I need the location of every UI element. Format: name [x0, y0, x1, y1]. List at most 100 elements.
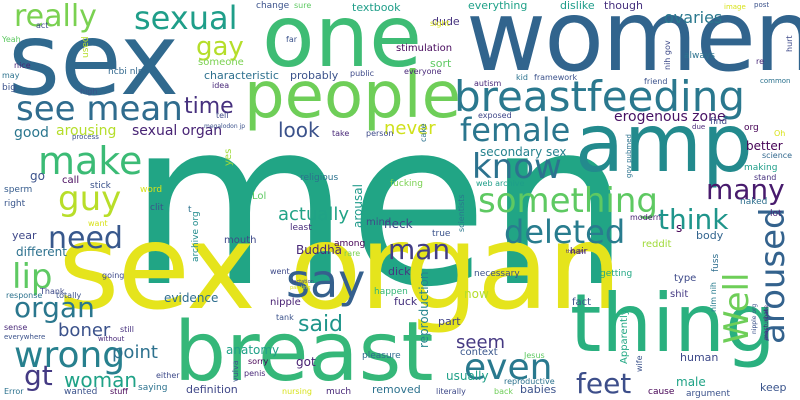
- word-never: never: [384, 118, 436, 139]
- word-wanted: wanted: [64, 387, 98, 397]
- word-without: without: [98, 335, 125, 343]
- word-reproductive: reproductive: [504, 377, 555, 386]
- word-error: Error: [4, 387, 24, 396]
- word-actually: actually: [278, 204, 350, 225]
- word-person: person: [366, 129, 394, 138]
- word-exposed: exposed: [478, 111, 512, 120]
- word-arousal: arousal: [351, 184, 365, 228]
- word-one: one: [262, 0, 423, 87]
- word-yeah: Yeah: [2, 35, 21, 44]
- word-probably: probably: [290, 69, 339, 82]
- word-now: now: [464, 287, 489, 301]
- word-know: know: [472, 147, 562, 187]
- word-lip: lip: [12, 257, 53, 297]
- word-sense: sense: [4, 323, 28, 332]
- word-tell: tell: [216, 111, 229, 120]
- word-least: least: [290, 223, 312, 233]
- word-fucking: fucking: [390, 179, 423, 189]
- word-necessary: necessary: [474, 269, 520, 279]
- word-women: women: [466, 0, 800, 94]
- word-painting: painting: [290, 285, 311, 291]
- word-look: look: [278, 118, 320, 142]
- word-either: either: [156, 371, 180, 380]
- word-boner: boner: [58, 320, 111, 341]
- word-though: though: [604, 0, 643, 12]
- word-common: common: [760, 77, 791, 85]
- word-seem: seem: [456, 332, 506, 353]
- word-image: image: [724, 3, 746, 11]
- word-sight: sight: [430, 19, 450, 28]
- word-evidence: evidence: [164, 291, 219, 305]
- word-feet: feet: [576, 367, 632, 400]
- word-getting: getting: [600, 269, 633, 279]
- word-textbook: textbook: [352, 1, 401, 14]
- word-man: man: [388, 233, 451, 266]
- word-naked: naked: [740, 197, 768, 207]
- word-archive-org: archive org: [191, 211, 201, 262]
- word-hurt: hurt: [785, 35, 794, 52]
- word-big: big: [2, 83, 16, 93]
- word-framework: framework: [534, 73, 578, 82]
- word-saying: saying: [138, 383, 168, 393]
- word-back: back: [494, 387, 514, 396]
- word-organ: organ: [14, 291, 95, 324]
- word-gov-pubmed: gov pubmed: [625, 134, 633, 178]
- word-stimulation: stimulation: [396, 43, 453, 54]
- word-apparently: Apparently: [619, 309, 630, 364]
- word-going: going: [102, 271, 125, 280]
- word-nice: nice: [14, 61, 31, 70]
- word-deleted: deleted: [504, 213, 626, 251]
- word-pleasure: pleasure: [362, 351, 401, 361]
- word-modern: modern: [630, 213, 661, 222]
- word-take: take: [332, 129, 350, 138]
- word-thing: thing: [570, 277, 776, 370]
- word-org: org: [744, 123, 759, 133]
- word-breastfeeding: breastfeeding: [454, 72, 746, 121]
- word-year: year: [12, 229, 37, 242]
- word-high: high: [80, 87, 98, 96]
- word-woman: woman: [64, 368, 138, 392]
- word-think: think: [658, 203, 729, 236]
- word-clit: clit: [150, 203, 164, 213]
- word-call: call: [62, 175, 80, 186]
- word-sorry: sorry: [248, 357, 269, 366]
- word-go: go: [30, 169, 45, 183]
- word-type: type: [674, 273, 697, 284]
- word-everything: everything: [468, 0, 528, 12]
- word-characteristic: characteristic: [204, 69, 279, 82]
- word-much: much: [326, 387, 352, 397]
- word-nlm-nih: nlm nih: [709, 282, 718, 312]
- word-cake: cake: [419, 123, 428, 142]
- word-babies: babies: [520, 383, 557, 396]
- word-breast: breast: [174, 305, 434, 400]
- word-really: really: [14, 0, 97, 34]
- word-kid: kid: [516, 73, 528, 82]
- word-autism: autism: [474, 79, 502, 88]
- word-fact: fact: [572, 297, 592, 308]
- word-definition: definition: [186, 383, 238, 396]
- word-gay: gay: [196, 32, 244, 62]
- word-reproduction: reproduction: [417, 271, 431, 349]
- word-see-mean: see mean: [16, 89, 183, 129]
- word-ncbi-nlm: ncbi nlm: [108, 67, 147, 77]
- word-lol: Lol: [252, 191, 267, 202]
- word-anatomy: anatomy: [226, 343, 280, 357]
- word-better: better: [746, 139, 783, 153]
- word-science: science: [762, 151, 793, 160]
- word-friend: friend: [644, 77, 668, 86]
- word-argument: argument: [686, 389, 731, 399]
- word-scientists: scientists: [457, 194, 466, 232]
- word-need: need: [48, 221, 123, 256]
- word-tank: tank: [276, 313, 294, 322]
- word-sexual-organ: sexual organ: [132, 123, 223, 139]
- word-happen: happen: [374, 287, 408, 297]
- word-say: say: [286, 254, 366, 308]
- word-post: post: [754, 1, 770, 9]
- word-even: even: [464, 347, 553, 388]
- word-usually: usually: [446, 369, 489, 383]
- word-went: went: [270, 267, 290, 276]
- word-well: Well: [717, 272, 757, 344]
- word-web-archive: web archive: [476, 179, 525, 188]
- word-nih-gov: nih gov: [663, 40, 672, 70]
